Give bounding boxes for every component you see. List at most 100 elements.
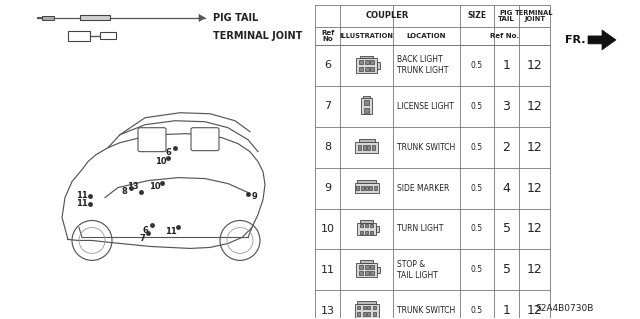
Text: 10: 10: [155, 157, 167, 166]
Bar: [355, 142, 378, 153]
Text: 13: 13: [127, 182, 139, 191]
Bar: [360, 186, 364, 190]
Text: 1: 1: [502, 304, 511, 317]
Text: 1: 1: [502, 59, 511, 72]
Text: 6: 6: [324, 60, 331, 70]
Bar: [360, 260, 373, 263]
Text: 11: 11: [321, 265, 335, 275]
Text: 0.5: 0.5: [471, 265, 483, 274]
Text: 11: 11: [76, 191, 88, 200]
Bar: [367, 145, 371, 150]
Text: PIG TAIL: PIG TAIL: [213, 13, 259, 23]
Bar: [360, 220, 373, 223]
Bar: [370, 67, 374, 70]
Bar: [357, 301, 376, 304]
Text: 10: 10: [149, 182, 161, 191]
Text: 2: 2: [502, 141, 511, 154]
Text: COUPLER: COUPLER: [366, 11, 409, 20]
Bar: [360, 56, 373, 58]
Text: 13: 13: [321, 306, 335, 316]
Bar: [360, 231, 364, 234]
Text: 12: 12: [527, 141, 542, 154]
Bar: [359, 265, 363, 269]
Bar: [359, 271, 363, 275]
Bar: [364, 100, 369, 105]
Text: 7: 7: [139, 234, 145, 243]
Text: SIZE: SIZE: [467, 11, 486, 20]
Bar: [372, 145, 375, 150]
Text: 0.5: 0.5: [471, 306, 483, 315]
Text: 10: 10: [321, 224, 335, 234]
Bar: [370, 265, 374, 269]
Text: 0.5: 0.5: [471, 61, 483, 70]
Bar: [42, 16, 54, 20]
Bar: [364, 108, 369, 113]
Polygon shape: [588, 30, 616, 50]
Bar: [370, 224, 373, 227]
Text: 9: 9: [251, 192, 257, 201]
Bar: [370, 231, 373, 234]
Bar: [356, 58, 377, 72]
Text: 6: 6: [142, 226, 148, 235]
FancyBboxPatch shape: [191, 128, 219, 151]
Text: 12: 12: [527, 222, 542, 235]
Bar: [373, 306, 376, 309]
Text: 12: 12: [527, 182, 542, 195]
Text: 3: 3: [502, 100, 511, 113]
Bar: [365, 271, 369, 275]
Text: BACK LIGHT
TRUNK LIGHT: BACK LIGHT TRUNK LIGHT: [397, 55, 449, 75]
Bar: [355, 304, 378, 318]
Bar: [377, 267, 380, 273]
Bar: [369, 186, 372, 190]
Bar: [376, 226, 378, 232]
Text: 4: 4: [502, 182, 511, 195]
Bar: [377, 62, 380, 69]
Text: TRUNK SWITCH: TRUNK SWITCH: [397, 306, 455, 315]
Text: 0.5: 0.5: [471, 102, 483, 111]
Bar: [357, 223, 376, 235]
Bar: [357, 306, 360, 309]
Bar: [365, 67, 369, 70]
Text: LOCATION: LOCATION: [407, 33, 446, 39]
Text: 7: 7: [324, 101, 331, 111]
Text: 12: 12: [527, 304, 542, 317]
Bar: [373, 312, 376, 315]
Text: TURN LIGHT: TURN LIGHT: [397, 225, 444, 234]
Text: 9: 9: [324, 183, 331, 193]
Text: 8: 8: [121, 187, 127, 196]
Bar: [362, 145, 365, 150]
Bar: [356, 186, 359, 190]
Bar: [355, 183, 378, 193]
Bar: [365, 265, 369, 269]
Text: 11: 11: [165, 227, 177, 236]
Bar: [365, 60, 369, 64]
Bar: [100, 33, 116, 40]
Text: TRUNK SWITCH: TRUNK SWITCH: [397, 143, 455, 152]
Text: 5: 5: [502, 222, 511, 235]
Text: TERMINAL JOINT: TERMINAL JOINT: [213, 31, 302, 41]
Bar: [370, 60, 374, 64]
Text: ILLUSTRATION: ILLUSTRATION: [339, 33, 394, 39]
Text: Ref
No: Ref No: [321, 30, 334, 42]
Text: PIG
TAIL: PIG TAIL: [498, 10, 515, 22]
Bar: [361, 98, 372, 114]
Text: 12: 12: [527, 59, 542, 72]
Bar: [370, 271, 374, 275]
Bar: [357, 181, 376, 183]
Text: 8: 8: [324, 142, 331, 152]
Polygon shape: [199, 14, 205, 21]
Text: 6: 6: [165, 148, 171, 157]
Bar: [358, 139, 374, 142]
Text: 12: 12: [527, 263, 542, 276]
Text: LICENSE LIGHT: LICENSE LIGHT: [397, 102, 454, 111]
Text: 0.5: 0.5: [471, 183, 483, 193]
Bar: [362, 306, 365, 309]
Bar: [358, 145, 361, 150]
Bar: [365, 186, 368, 190]
Bar: [359, 60, 363, 64]
Bar: [367, 312, 371, 315]
Text: 0.5: 0.5: [471, 143, 483, 152]
Bar: [365, 231, 368, 234]
Text: STOP &
TAIL LIGHT: STOP & TAIL LIGHT: [397, 260, 438, 280]
Text: FR.: FR.: [566, 35, 586, 45]
